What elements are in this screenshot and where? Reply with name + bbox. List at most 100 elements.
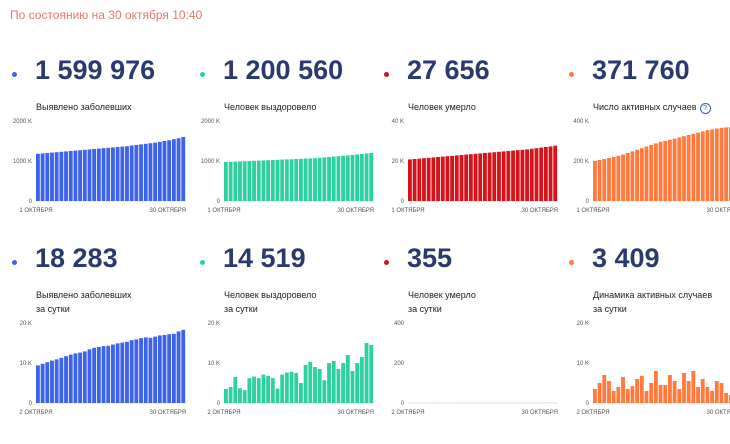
bar — [148, 143, 153, 201]
bar — [247, 378, 252, 403]
bar — [607, 158, 611, 201]
bar — [106, 147, 111, 201]
bar — [700, 131, 705, 201]
bar — [501, 151, 506, 201]
bar — [436, 157, 440, 201]
bar — [275, 388, 280, 403]
bar-chart: 2000 K 1000 K 0 1 ОКТЯБРЯ 30 ОКТЯБРЯ — [201, 119, 374, 214]
stat-label: Число активных случаев? — [593, 100, 711, 114]
stat-label: Человек выздоровело — [224, 100, 316, 114]
bar — [445, 156, 450, 201]
bar — [672, 381, 677, 403]
bar — [630, 386, 635, 403]
bar — [280, 374, 285, 403]
bar — [322, 157, 327, 201]
stat-label-line1: Человек умерло — [408, 102, 476, 112]
stat-value: 3 409 — [592, 243, 660, 273]
bar — [101, 346, 106, 403]
bar — [459, 155, 464, 201]
bar — [139, 144, 143, 201]
bar — [153, 336, 158, 403]
bar — [73, 353, 78, 403]
bar — [111, 147, 115, 201]
bar — [313, 367, 317, 403]
bar — [663, 385, 668, 403]
bar-chart: 40 K 20 K 0 1 ОКТЯБРЯ 30 ОКТЯБРЯ — [391, 119, 558, 214]
bar — [682, 373, 686, 403]
stat-value: 27 656 — [407, 55, 490, 85]
bar — [275, 159, 280, 201]
bar — [529, 148, 534, 201]
stat-card: 27 656 Человек умерло 40 K 20 K 0 1 ОКТЯБРЯ 30… — [380, 45, 558, 245]
bar — [686, 381, 691, 403]
x-tick-label-end: 30 ОКТЯБРЯ — [149, 208, 186, 214]
bar — [82, 149, 87, 201]
bar — [478, 153, 483, 201]
bar — [96, 148, 101, 201]
bar — [120, 146, 125, 201]
bar — [101, 148, 106, 201]
bar — [539, 147, 544, 201]
y-tick-label: 10 K — [20, 361, 32, 367]
bar — [153, 142, 158, 201]
y-tick-label: 200 K — [573, 159, 589, 165]
stat-label-line1: Выявлено заболевших — [36, 290, 132, 300]
bar — [299, 383, 303, 403]
bar — [78, 352, 83, 403]
y-tick-label: 20 K — [208, 321, 220, 327]
bar — [611, 157, 616, 201]
bar — [677, 389, 682, 403]
bar — [36, 153, 40, 201]
bar — [649, 145, 654, 201]
bar — [299, 158, 303, 201]
bar — [341, 363, 346, 403]
series-dot-icon — [12, 72, 17, 77]
x-tick-label-start: 2 ОКТЯБРЯ — [576, 410, 609, 416]
bar — [658, 385, 663, 403]
bar — [92, 347, 97, 403]
bar — [621, 154, 625, 201]
info-icon[interactable]: ? — [699, 103, 711, 114]
bar — [672, 138, 677, 201]
bar — [359, 357, 364, 403]
bar — [284, 372, 289, 403]
bar — [710, 129, 715, 201]
bar — [64, 151, 68, 201]
y-tick-label: 1000 K — [13, 159, 32, 165]
bar — [247, 161, 252, 201]
bar — [597, 160, 602, 201]
bar — [616, 155, 621, 201]
stat-value: 355 — [407, 243, 453, 273]
bar — [228, 161, 233, 201]
stat-label-line2: за сутки — [224, 304, 258, 314]
bar — [728, 395, 730, 403]
bar — [336, 156, 341, 201]
bar — [256, 160, 261, 201]
bar — [308, 361, 313, 403]
bar — [639, 375, 644, 403]
bar — [724, 393, 729, 403]
y-tick-label: 0 — [217, 401, 221, 407]
bar — [677, 137, 682, 201]
bar — [548, 146, 553, 201]
bar — [440, 156, 445, 201]
bar — [233, 161, 238, 201]
bar — [506, 151, 511, 201]
bar — [450, 155, 455, 201]
bar — [327, 363, 331, 403]
bar — [497, 151, 501, 201]
bar — [303, 158, 308, 201]
y-tick-label: 0 — [217, 199, 221, 205]
bar — [157, 335, 162, 403]
bar-chart: 400 K 200 K 0 1 ОКТЯБРЯ 30 ОКТЯБРЯ — [573, 119, 730, 214]
bar — [224, 162, 228, 201]
bar — [115, 343, 120, 403]
bar — [261, 374, 266, 403]
bar — [284, 159, 289, 201]
y-tick-label: 0 — [401, 401, 405, 407]
bar — [345, 355, 350, 403]
stat-label-line2: за сутки — [593, 304, 627, 314]
bar — [691, 371, 696, 403]
bar — [644, 391, 649, 403]
bar — [176, 331, 181, 403]
